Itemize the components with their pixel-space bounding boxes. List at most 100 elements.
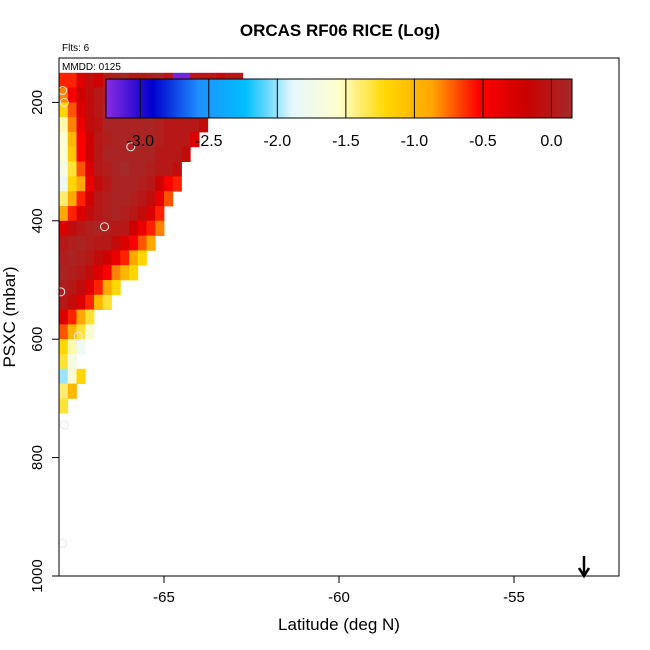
colorbar-tick-label: -2.5 [195,133,223,150]
heatmap-cell [94,206,104,222]
heatmap-cell [76,191,86,207]
heatmap-cell [94,280,104,296]
heatmap-cell [67,161,77,177]
heatmap-cell [111,161,121,177]
y-tick-label: 200 [29,90,46,115]
heatmap-cell [102,117,112,133]
heatmap-cell [172,117,182,133]
heatmap-cell [76,176,86,192]
heatmap-cell [120,235,130,251]
heatmap-cell [59,280,69,296]
heatmap-cell [67,265,77,281]
heatmap-cell [120,132,130,148]
heatmap-cell [59,102,69,118]
heatmap-cell [76,324,86,340]
heatmap-cell [85,102,95,118]
heatmap-cell [155,161,165,177]
heatmap-cell [137,161,147,177]
heatmap-cell [59,161,69,177]
x-axis: -65 -60 -55 [153,576,525,606]
date-note: MMDD: 0125 [62,62,121,73]
heatmap-cell [67,72,77,88]
heatmap-cell [67,368,77,384]
heatmap-cell [102,176,112,192]
heatmap-cell [85,294,95,310]
heatmap-cell [129,220,139,236]
heatmap-cell [76,368,86,384]
heatmap-cell [199,117,209,133]
heatmap-cell [59,146,69,162]
heatmap-cell [94,220,104,236]
heatmap-cell [94,117,104,133]
heatmap-cell [181,146,191,162]
heatmap-cell [155,146,165,162]
heatmap-cell [67,339,77,355]
heatmap-cell [111,191,121,207]
heatmap-cell [76,161,86,177]
heatmap-cell [85,72,95,88]
colorbar-tick-label: -1.5 [332,133,360,150]
data-point-marker [100,222,109,232]
heatmap-cell [129,265,139,281]
heatmap-cell [85,87,95,103]
heatmap-cell [155,117,165,133]
heatmap-cell [111,176,121,192]
heatmap-cell [155,220,165,236]
heatmap-cell [85,206,95,222]
heatmap-cell [59,132,69,148]
heatmap-cell [129,235,139,251]
heatmap-cell [120,250,130,266]
heatmap-cell [59,294,69,310]
heatmap-cell [137,250,147,266]
heatmap-cell [137,146,147,162]
heatmap-cell [59,383,69,399]
heatmap-cell [67,383,77,399]
heatmap-cell [76,102,86,118]
heatmap-cell [76,146,86,162]
heatmap-cell [146,235,156,251]
heatmap-cell [94,87,104,103]
heatmap-cell [94,176,104,192]
heatmap-cell [59,368,69,384]
heatmap-cell [120,191,130,207]
heatmap-cell [146,117,156,133]
heatmap-cell [59,176,69,192]
heatmap-cell [85,309,95,325]
arrow-head [577,567,591,579]
heatmap-cell [102,280,112,296]
heatmap-cell [172,176,182,192]
x-tick-label: -60 [328,589,350,606]
heatmap-cell [59,87,69,103]
heatmap-cell [129,191,139,207]
heatmap-cell [164,117,174,133]
heatmap-cell [102,220,112,236]
heatmap-cell [94,72,104,88]
x-tick-label: -65 [153,589,175,606]
heatmap-cell [102,235,112,251]
heatmap-cell [137,206,147,222]
heatmap-cell [76,280,86,296]
heatmap-cell [111,132,121,148]
flight-direction-arrow [577,556,591,579]
heatmap-cell [94,235,104,251]
heatmap-cell [102,294,112,310]
heatmap-cell [76,206,86,222]
heatmap-cell [164,161,174,177]
heatmap-cell [111,146,121,162]
heatmap-cell [102,132,112,148]
heatmap-cell [94,132,104,148]
heatmap-cell [111,235,121,251]
heatmap-cell [67,176,77,192]
heatmap-cell [59,398,69,414]
heatmap-cell [67,191,77,207]
heatmap-cell [85,176,95,192]
heatmap-cell [172,161,182,177]
heatmap-cell [59,235,69,251]
heatmap-cell [181,117,191,133]
colorbar-tick-label: -0.5 [469,133,497,150]
heatmap-cell [137,235,147,251]
heatmap-cell [67,146,77,162]
heatmap-cell [111,265,121,281]
heatmap-cell [67,354,77,370]
